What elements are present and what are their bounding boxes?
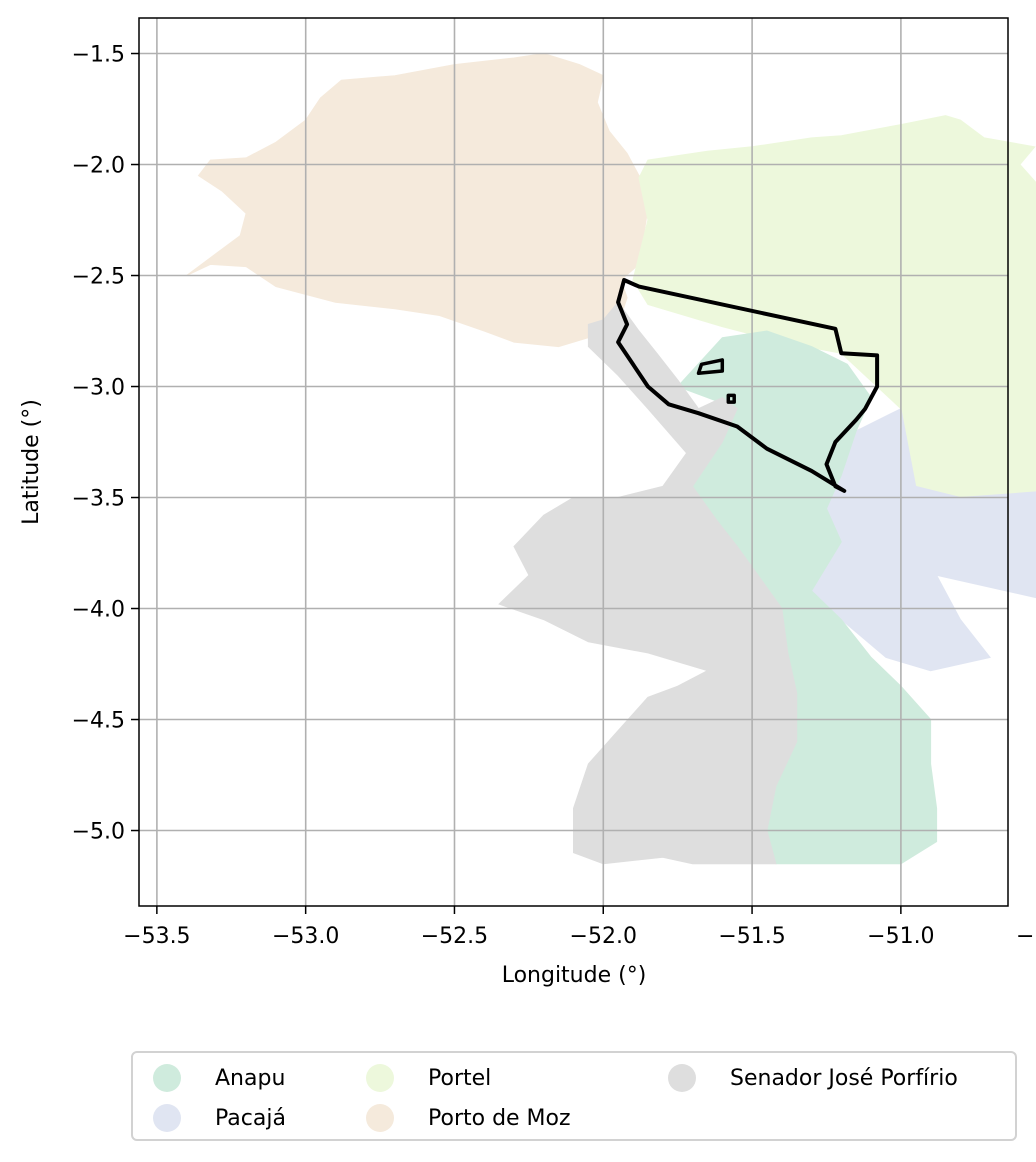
y-ticks: −1.5 −2.0 −2.5 −3.0 −3.5 −4.0 −4.5 −5.0	[72, 43, 139, 845]
x-tick-label-2: −52.5	[421, 924, 488, 949]
y-tick-label-2: −2.5	[72, 265, 125, 290]
legend-item-senador-jose-porfirio: Senador José Porfírio	[668, 1061, 958, 1095]
y-axis-title: Latitude (°)	[19, 399, 44, 525]
x-tick-label-0: −53.5	[123, 924, 190, 949]
legend-label-senador-jose-porfirio: Senador José Porfírio	[730, 1065, 958, 1091]
y-tick-label-6: −4.5	[72, 709, 125, 734]
y-tick-label-0: −1.5	[72, 43, 125, 68]
y-tick-label-5: −4.0	[72, 598, 125, 623]
legend-item-portel: Portel	[366, 1061, 491, 1095]
legend-swatch-senador-jose-porfirio	[668, 1064, 696, 1092]
legend-label-portel: Portel	[428, 1065, 492, 1091]
legend-label-porto-de-moz: Porto de Moz	[428, 1105, 571, 1131]
map-figure: −53.5−53.0−52.5−52.0−51.5−51.0−50.5−50.0…	[19, 17, 1036, 988]
plot-frame	[138, 17, 1009, 907]
legend-swatch-anapu	[153, 1064, 181, 1092]
study-area-island-0	[696, 358, 725, 375]
x-tick-label-4: −51.5	[718, 924, 785, 949]
y-tick-label-4: −3.5	[72, 487, 125, 512]
legend-item-pacaja: Pacajá	[153, 1101, 286, 1135]
legend-item-porto-de-moz: Porto de Moz	[366, 1101, 571, 1135]
y-tick-label-7: −5.0	[72, 820, 125, 845]
legend-item-anapu: Anapu	[153, 1061, 285, 1095]
study-area-island-1	[726, 393, 736, 404]
x-tick-label-1: −53.0	[272, 924, 339, 949]
region-porto-de-moz	[186, 52, 649, 348]
y-tick-label-3: −3.0	[72, 376, 125, 401]
regions-layer	[186, 52, 1036, 865]
legend: Anapu Pacajá Portel Porto de Moz Senador…	[131, 1051, 1017, 1141]
grid-layer	[139, 18, 1008, 906]
x-tick-label-6: −50.5	[1016, 924, 1036, 949]
study-area-outline	[616, 278, 880, 493]
x-ticks: −53.5−53.0−52.5−52.0−51.5−51.0−50.5−50.0	[123, 906, 1036, 949]
outline-layer	[616, 278, 880, 493]
x-axis-title: Longitude (°)	[502, 963, 647, 988]
legend-swatch-pacaja	[153, 1104, 181, 1132]
legend-label-anapu: Anapu	[215, 1065, 286, 1091]
legend-swatch-porto-de-moz	[366, 1104, 394, 1132]
legend-swatch-portel	[366, 1064, 394, 1092]
y-tick-label-1: −2.0	[72, 154, 125, 179]
x-tick-label-5: −51.0	[867, 924, 934, 949]
legend-label-pacaja: Pacajá	[215, 1105, 286, 1131]
x-tick-label-3: −52.0	[570, 924, 637, 949]
